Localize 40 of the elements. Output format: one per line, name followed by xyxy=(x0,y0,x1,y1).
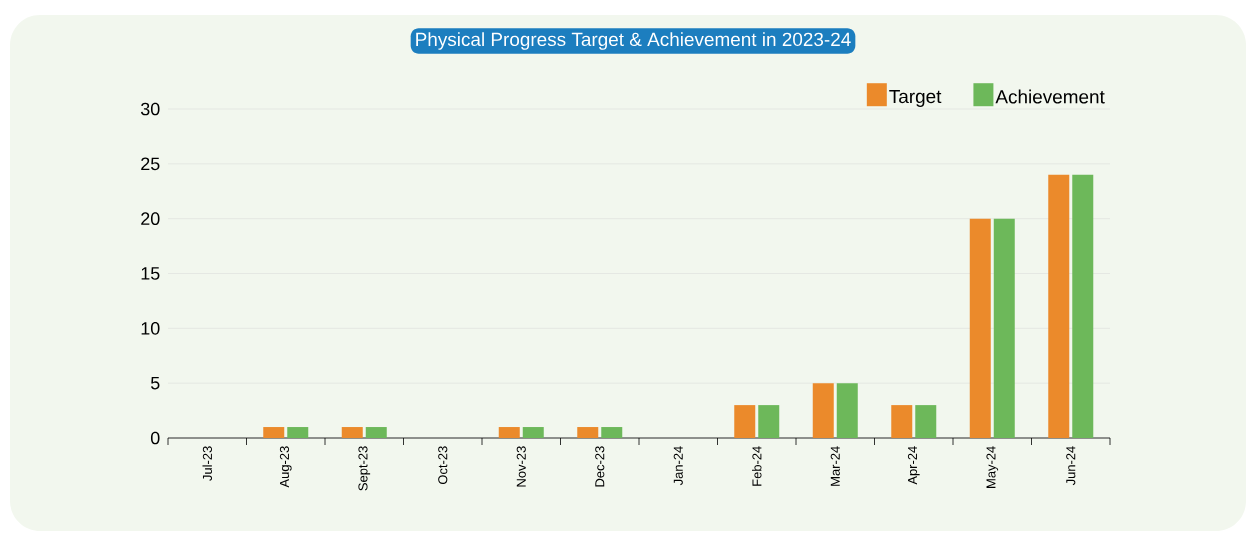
bar xyxy=(263,427,285,438)
x-tick-label: May-24 xyxy=(986,446,999,488)
bar xyxy=(836,383,858,438)
x-tick-label: Dec-23 xyxy=(595,446,605,487)
bar xyxy=(891,405,913,438)
x-tick-label: Feb-24 xyxy=(752,446,762,486)
bar xyxy=(522,427,544,438)
x-tick-label: Jul-23 xyxy=(202,446,213,481)
bar xyxy=(969,218,991,438)
y-tick-label: 0 xyxy=(150,431,160,445)
y-tick-label: 5 xyxy=(150,376,160,390)
bar xyxy=(1048,174,1070,438)
bar xyxy=(812,383,834,438)
bar xyxy=(758,405,780,438)
x-tick-label: Nov-23 xyxy=(516,446,526,487)
bar xyxy=(915,405,937,438)
bar xyxy=(601,427,623,438)
x-tick-label: Jun-24 xyxy=(1066,446,1076,486)
y-tick-label: 10 xyxy=(141,321,160,335)
x-tick-label: Jan-24 xyxy=(673,446,683,486)
y-tick-label: 20 xyxy=(141,212,160,226)
y-tick-label: 25 xyxy=(141,157,160,171)
x-tick-label: Sept-23 xyxy=(358,446,371,491)
bar xyxy=(993,218,1015,438)
bar xyxy=(287,427,309,438)
bar xyxy=(577,427,599,438)
x-tick-label: Aug-23 xyxy=(279,446,292,488)
legend-label: Target xyxy=(889,89,942,107)
x-tick-label: Oct-23 xyxy=(438,446,448,485)
bar xyxy=(734,405,756,438)
x-tick-label: Mar-24 xyxy=(830,446,840,486)
y-tick-label: 30 xyxy=(140,102,160,116)
chart-title: Physical Progress Target & Achievement in 2023-24 xyxy=(416,32,851,50)
bar xyxy=(1072,174,1094,438)
bar xyxy=(341,427,363,438)
y-tick-label: 15 xyxy=(141,267,160,280)
bar xyxy=(498,427,520,438)
bar xyxy=(365,427,387,438)
x-tick-label: Apr-24 xyxy=(907,446,920,485)
legend-label: Achievement xyxy=(995,89,1105,104)
